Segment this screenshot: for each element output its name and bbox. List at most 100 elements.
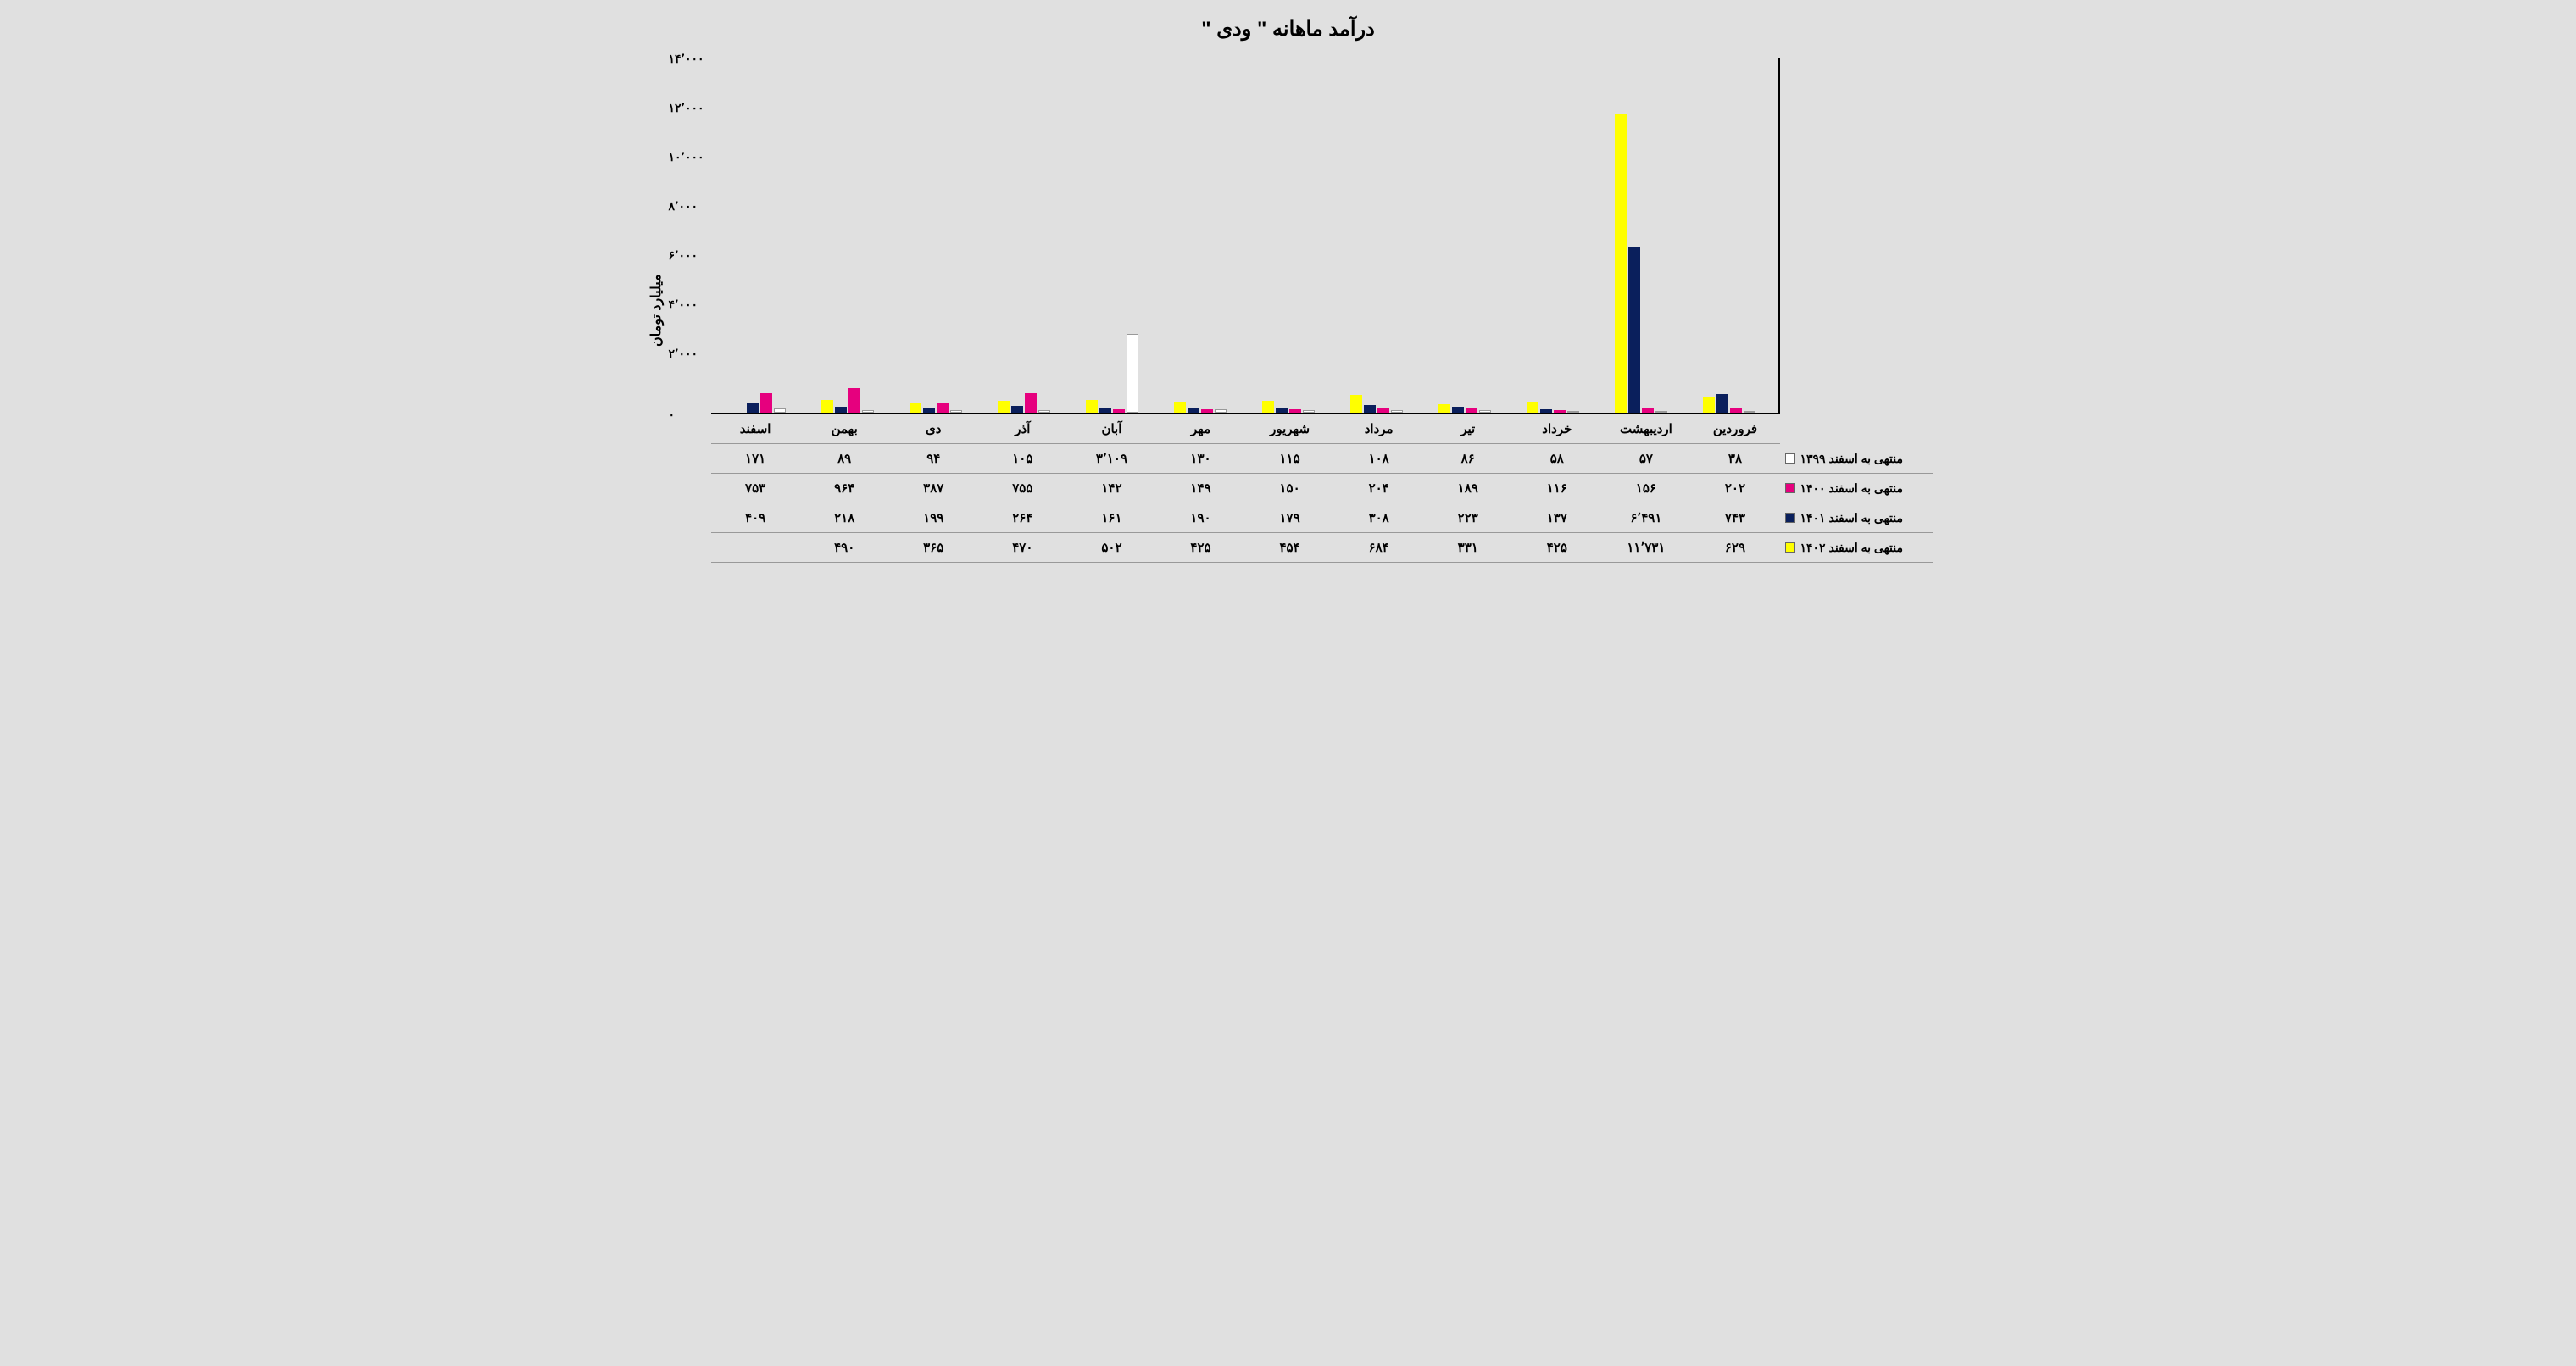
data-cell: ۱۶۱ xyxy=(1067,503,1156,532)
bar xyxy=(821,400,833,413)
data-cell: ۴۵۴ xyxy=(1245,533,1334,562)
bar xyxy=(1744,411,1755,413)
category-axis: فروردیناردیبهشتخردادتیرمردادشهریورمهرآبا… xyxy=(711,414,1780,444)
bar-group xyxy=(1333,58,1421,413)
bar-group xyxy=(1068,58,1156,413)
data-cell: ۱۰۵ xyxy=(978,444,1067,473)
data-cell: ۷۵۳ xyxy=(711,474,800,503)
bar xyxy=(1276,408,1288,413)
bar xyxy=(998,401,1010,413)
data-cell: ۱۸۹ xyxy=(1423,474,1512,503)
data-cell: ۱۹۹ xyxy=(889,503,978,532)
bar-group xyxy=(1156,58,1244,413)
data-cell: ۴۷۰ xyxy=(978,533,1067,562)
category-label: تیر xyxy=(1423,414,1512,443)
data-table: منتهی به اسفند ۱۳۹۹۳۸۵۷۵۸۸۶۱۰۸۱۱۵۱۳۰۳٬۱۰… xyxy=(711,444,1933,563)
bar xyxy=(1289,409,1301,414)
y-tick: ۰ xyxy=(669,408,676,420)
data-cell: ۲۶۴ xyxy=(978,503,1067,532)
y-tick: ۲٬۰۰۰ xyxy=(669,347,698,359)
data-cell: ۶۸۴ xyxy=(1334,533,1423,562)
bar xyxy=(1554,410,1566,413)
data-cell: ۱۳۷ xyxy=(1512,503,1601,532)
legend-swatch xyxy=(1785,542,1795,553)
plot-and-table: فروردیناردیبهشتخردادتیرمردادشهریورمهرآبا… xyxy=(711,58,1933,563)
bar xyxy=(1086,400,1098,413)
bar-group xyxy=(1685,58,1773,413)
data-cell: ۳٬۱۰۹ xyxy=(1067,444,1156,473)
bar xyxy=(1215,409,1227,413)
category-label: آذر xyxy=(978,414,1067,443)
legend-swatch xyxy=(1785,483,1795,493)
y-axis-ticks: ۱۴٬۰۰۰۱۲٬۰۰۰۱۰٬۰۰۰۸٬۰۰۰۶٬۰۰۰۴٬۰۰۰۲٬۰۰۰۰ xyxy=(669,58,711,414)
bar xyxy=(1364,405,1376,413)
category-label: فروردین xyxy=(1690,414,1779,443)
bar xyxy=(848,388,860,413)
bar-group xyxy=(804,58,892,413)
bar xyxy=(1452,407,1464,413)
data-cell: ۴۹۰ xyxy=(800,533,889,562)
data-cell: ۲۰۲ xyxy=(1690,474,1779,503)
bar-group xyxy=(980,58,1068,413)
bar xyxy=(1628,247,1640,413)
bar xyxy=(1438,404,1450,413)
bar xyxy=(1113,409,1125,413)
bar xyxy=(1716,394,1728,413)
data-cell: ۲۲۳ xyxy=(1423,503,1512,532)
data-cell: ۶٬۴۹۱ xyxy=(1601,503,1690,532)
legend-swatch xyxy=(1785,513,1795,523)
category-label: مرداد xyxy=(1334,414,1423,443)
bar-group xyxy=(892,58,980,413)
data-cell: ۳۸ xyxy=(1690,444,1779,473)
bar xyxy=(1391,410,1403,413)
data-cell: ۴۰۹ xyxy=(711,503,800,532)
category-label: اردیبهشت xyxy=(1601,414,1690,443)
bar xyxy=(1642,408,1654,413)
category-label: خرداد xyxy=(1512,414,1601,443)
chart-title: درآمد ماهانه " ودی " xyxy=(644,17,1933,42)
data-cell: ۱۴۲ xyxy=(1067,474,1156,503)
bar xyxy=(1615,114,1627,413)
bar-group xyxy=(1597,58,1685,413)
bar xyxy=(862,410,874,413)
data-cell: ۳۰۸ xyxy=(1334,503,1423,532)
bar-group xyxy=(1509,58,1597,413)
bar xyxy=(1655,411,1667,413)
bar-group xyxy=(1421,58,1509,413)
y-tick: ۱۰٬۰۰۰ xyxy=(669,151,704,163)
data-cell: ۲۱۸ xyxy=(800,503,889,532)
bar xyxy=(1527,402,1538,413)
data-cell: ۷۵۵ xyxy=(978,474,1067,503)
y-axis-label: میلیارد تومان xyxy=(644,58,669,563)
bar xyxy=(910,403,921,413)
legend-item: منتهی به اسفند ۱۴۰۱ xyxy=(1780,503,1933,532)
bar xyxy=(950,410,962,413)
data-cell: ۵۷ xyxy=(1601,444,1690,473)
data-cell: ۱۵۰ xyxy=(1245,474,1334,503)
legend-label: منتهی به اسفند ۱۴۰۰ xyxy=(1800,481,1904,496)
bar xyxy=(1703,397,1715,413)
category-label: دی xyxy=(889,414,978,443)
category-label: اسفند xyxy=(711,414,800,443)
chart-body: میلیارد تومان ۱۴٬۰۰۰۱۲٬۰۰۰۱۰٬۰۰۰۸٬۰۰۰۶٬۰… xyxy=(644,58,1933,563)
bar xyxy=(1262,401,1274,413)
bar xyxy=(1188,408,1199,413)
bar xyxy=(1201,409,1213,413)
bar xyxy=(1540,409,1552,413)
y-tick: ۴٬۰۰۰ xyxy=(669,298,698,310)
bar xyxy=(1567,411,1579,413)
y-tick: ۶٬۰۰۰ xyxy=(669,249,698,261)
table-row: منتهی به اسفند ۱۴۰۱۷۴۳۶٬۴۹۱۱۳۷۲۲۳۳۰۸۱۷۹۱… xyxy=(711,503,1933,533)
data-cell: ۸۹ xyxy=(800,444,889,473)
legend-label: منتهی به اسفند ۱۳۹۹ xyxy=(1800,452,1904,466)
data-cell: ۳۶۵ xyxy=(889,533,978,562)
data-cell: ۳۳۱ xyxy=(1423,533,1512,562)
category-label: آبان xyxy=(1067,414,1156,443)
y-tick: ۱۲٬۰۰۰ xyxy=(669,102,704,114)
category-label: شهریور xyxy=(1245,414,1334,443)
data-cell: ۳۸۷ xyxy=(889,474,978,503)
data-cell: ۷۴۳ xyxy=(1690,503,1779,532)
bar xyxy=(1479,410,1491,413)
bar xyxy=(1025,393,1037,413)
data-cell: ۱۱٬۷۳۱ xyxy=(1601,533,1690,562)
